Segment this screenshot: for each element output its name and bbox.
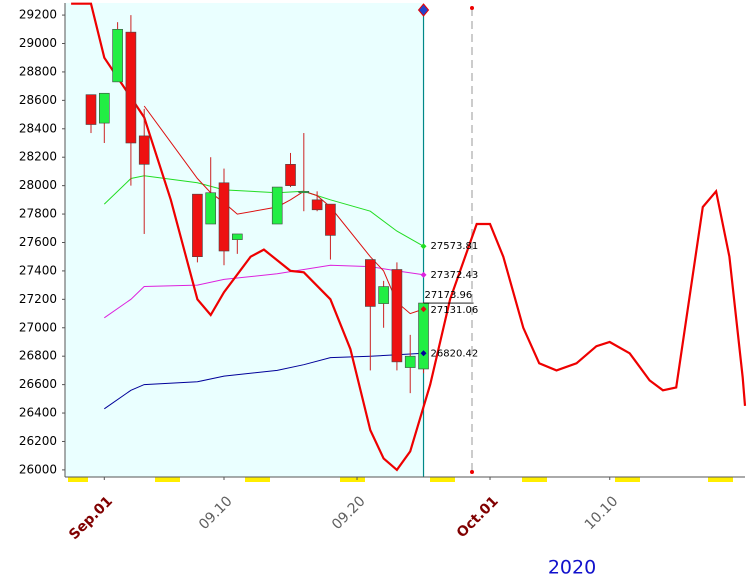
last-value-label: 27131.06: [431, 305, 479, 316]
y-tick-label: 26800: [19, 349, 57, 363]
y-tick-label: 26400: [19, 406, 57, 420]
last-value-label: 27573.81: [431, 241, 479, 252]
divider-dot: [470, 6, 474, 10]
candle-body: [404, 355, 416, 368]
candle-body: [232, 233, 243, 240]
last-value-label: 26820.42: [431, 348, 479, 359]
y-tick-label: 28600: [19, 93, 57, 107]
y-tick-label: 27800: [19, 207, 57, 221]
divider-dot: [470, 470, 474, 474]
y-tick-label: 26000: [19, 462, 57, 476]
weekend-marker: [245, 477, 270, 482]
y-tick-label: 26600: [19, 377, 57, 391]
weekend-marker: [155, 477, 180, 482]
history-area: [65, 3, 424, 477]
line-series: [104, 352, 424, 410]
line-series: [104, 264, 424, 319]
y-tick-label: 27600: [19, 235, 57, 249]
y-tick-label: 29200: [19, 8, 57, 22]
last-value-marker: [420, 306, 427, 313]
candle-body: [378, 286, 389, 304]
y-tick-label: 28800: [19, 64, 57, 78]
x-axis-label: 2020: [548, 557, 596, 579]
candle-body: [418, 302, 429, 370]
candle-body: [298, 191, 310, 194]
candle-body: [112, 28, 123, 83]
current-day-marker: [417, 3, 430, 17]
y-tick-label: 28000: [19, 178, 57, 192]
candle-body: [325, 203, 336, 236]
last-value-label: 27372.43: [431, 270, 479, 281]
candle-body: [285, 164, 296, 186]
weekend-marker: [68, 477, 88, 482]
weekend-marker: [708, 477, 733, 482]
candle-body: [85, 94, 97, 125]
weekend-marker: [340, 477, 365, 482]
weekend-marker: [430, 477, 455, 482]
y-tick-label: 29000: [19, 36, 57, 50]
last-value-marker: [420, 271, 427, 278]
weekend-marker: [522, 477, 547, 482]
candle-body: [365, 259, 376, 307]
y-tick-label: 27200: [19, 292, 57, 306]
candle-body: [391, 269, 403, 363]
y-tick-label: 27400: [19, 263, 57, 277]
line-series: [71, 2, 747, 472]
y-tick-label: 27000: [19, 320, 57, 334]
candle-body: [205, 192, 217, 225]
candle-body: [311, 199, 323, 211]
candle-body: [218, 182, 230, 252]
weekend-marker: [615, 477, 640, 482]
y-tick-label: 28200: [19, 150, 57, 164]
y-tick-label: 26200: [19, 434, 57, 448]
candle-body: [192, 193, 203, 258]
candle-body: [138, 135, 150, 165]
weekend-markers: [68, 477, 733, 482]
last-value-marker: [420, 243, 427, 250]
candle-body: [125, 31, 137, 144]
close-label: 27173.96: [425, 290, 473, 301]
candle-body: [99, 92, 110, 124]
y-tick-label: 28400: [19, 121, 57, 135]
candle-body: [271, 186, 283, 225]
last-value-marker: [420, 350, 427, 357]
